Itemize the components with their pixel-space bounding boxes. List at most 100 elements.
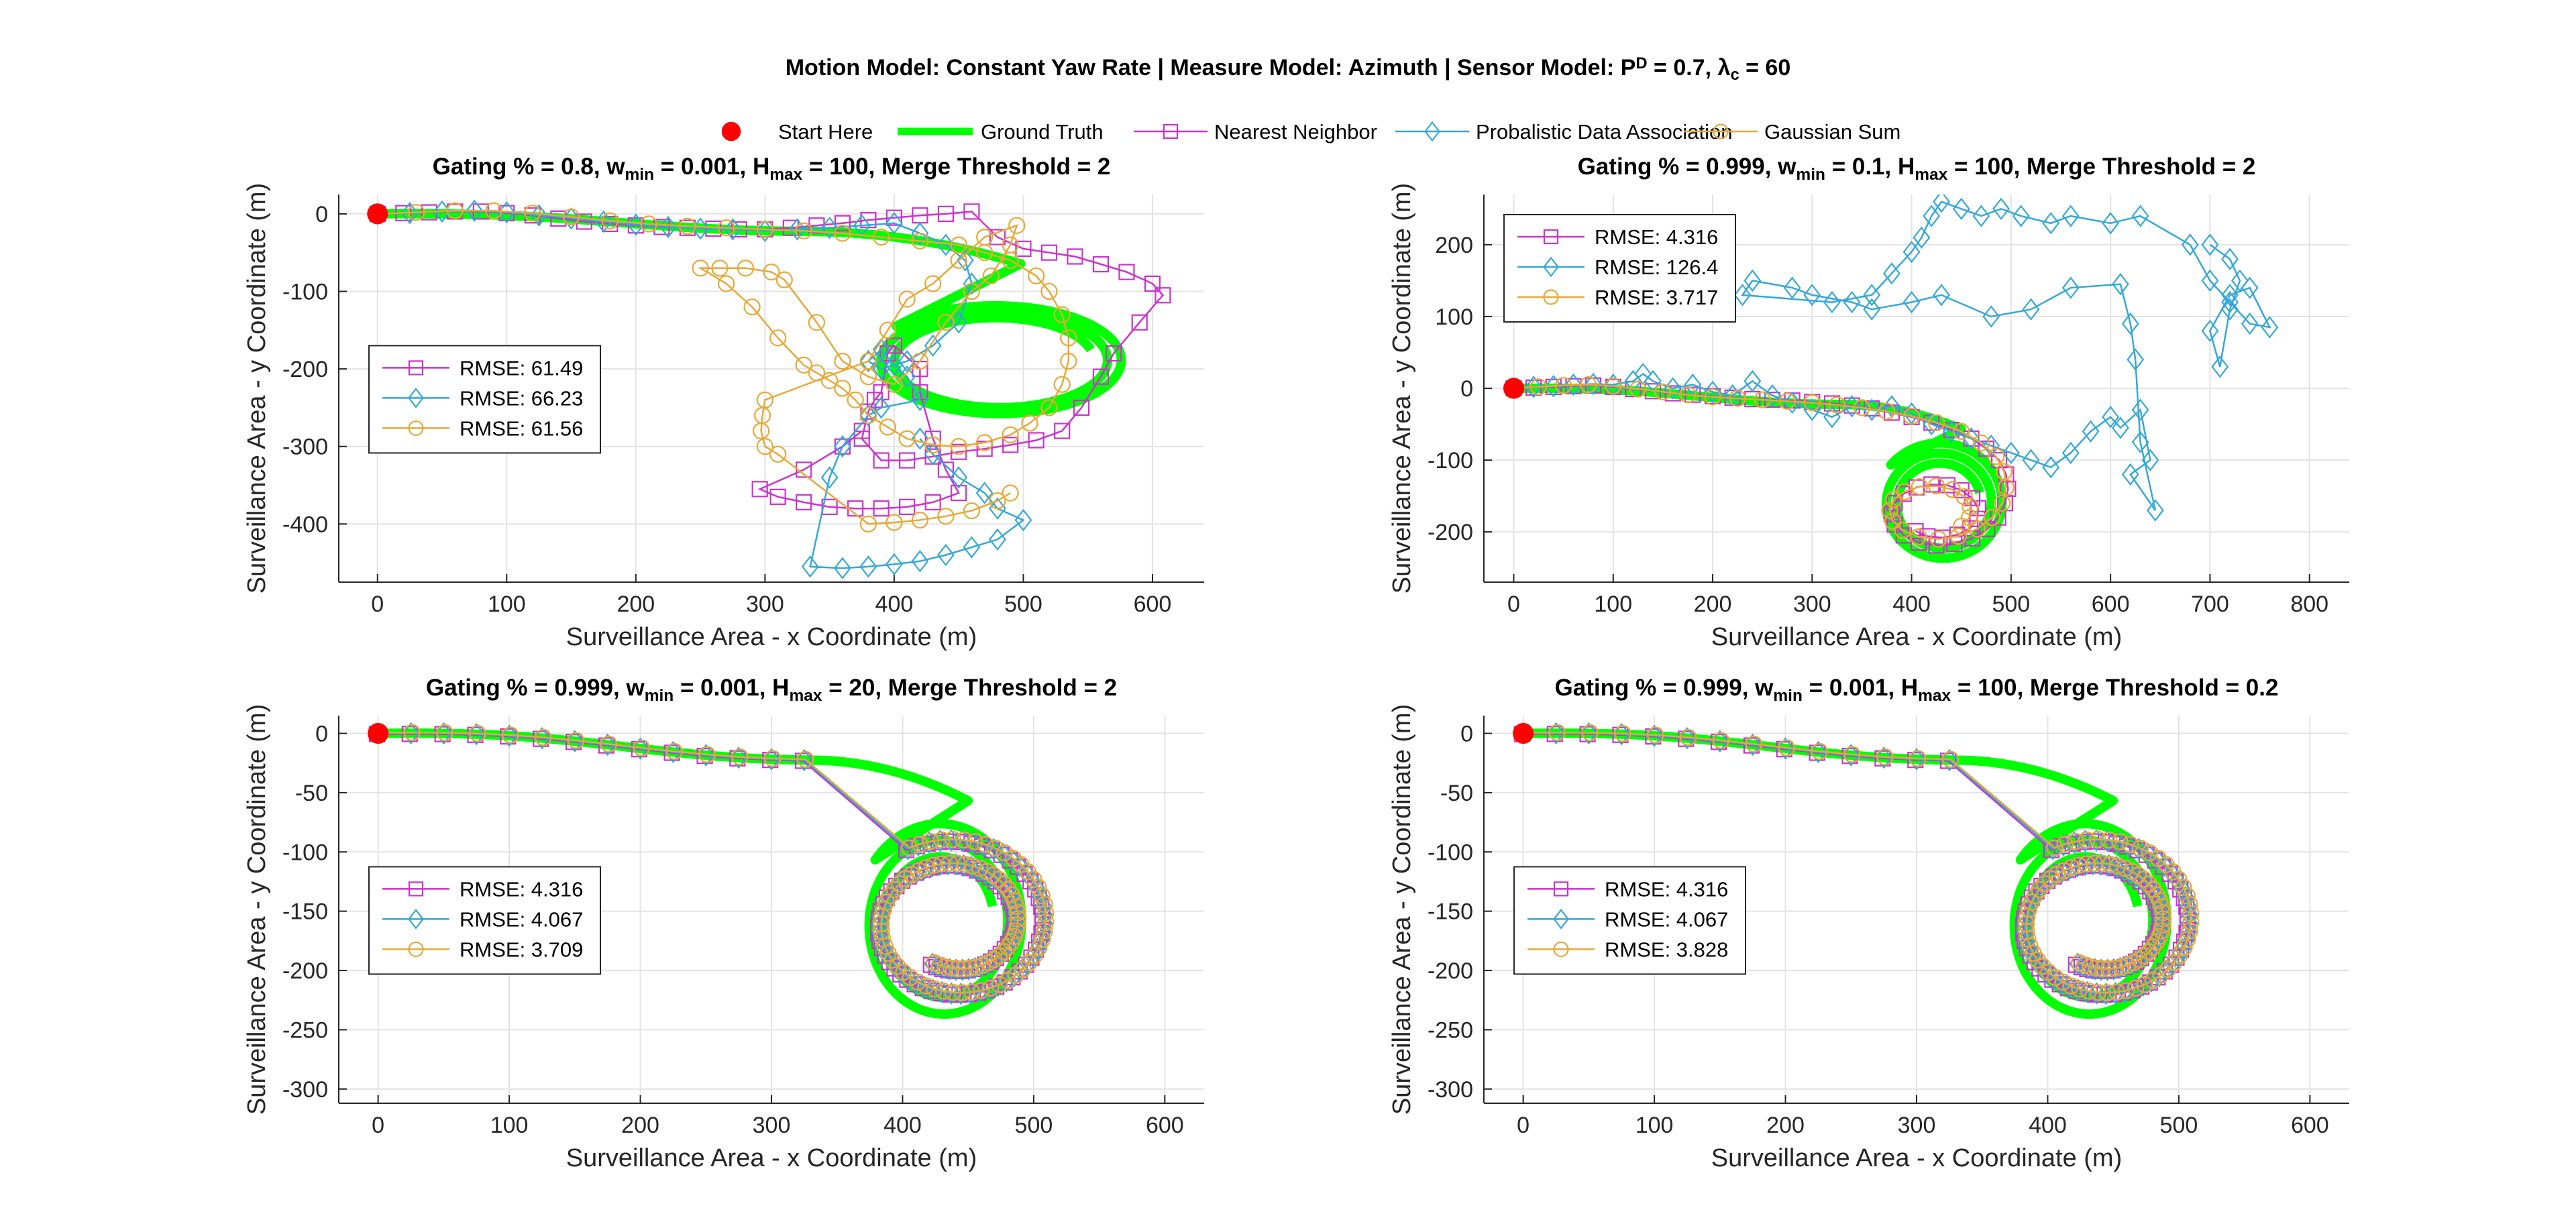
x-tick-label: 100 [1594,592,1632,617]
data-point [859,349,877,373]
y-tick-label: 200 [1435,233,1473,258]
y-tick-label: -150 [1428,899,1473,925]
y-tick-label: 100 [1435,304,1473,330]
data-point [1992,197,2010,221]
data-point [1972,205,1990,227]
data-point [1764,384,1781,407]
data-point [769,488,786,505]
data-point [1021,414,1038,432]
data-point [1923,205,1941,227]
data-point [1025,871,1042,888]
data-point [924,436,942,454]
data-point [1020,954,1038,972]
data-point [951,443,967,460]
data-point [976,434,994,451]
data-point [1040,399,1058,416]
data-point [1952,197,1970,221]
data-point [2127,979,2145,997]
legend-box [368,345,601,454]
data-point [911,232,929,250]
data-point [1953,517,1970,535]
data-point [600,735,618,753]
data-point [1823,290,1841,314]
y-tick-label: -300 [282,435,328,460]
data-point [1028,267,1045,285]
data-point [400,202,419,225]
data-point [1929,530,1947,548]
data-point [951,484,967,502]
data-point [2211,355,2229,378]
legend-box [368,866,601,975]
data-point [2040,964,2057,981]
data-point [2201,269,2219,292]
data-point [2182,913,2200,931]
data-point [937,205,955,222]
x-tick-label: 300 [753,1113,791,1138]
data-point [2002,441,2020,464]
data-point [911,388,929,411]
data-point [2121,836,2139,853]
data-point [1679,386,1697,404]
data-point [435,722,453,745]
data-point [2221,298,2239,321]
data-point [961,959,979,977]
data-point [782,219,799,236]
data-point [1060,329,1077,347]
data-point [2106,959,2124,977]
data-point [1875,746,1893,769]
start-point [367,203,388,225]
top-legend-label: Ground Truth [981,120,1104,144]
data-point [530,204,548,227]
x-tick-label: 300 [746,592,784,617]
diamond-marker-icon [408,909,424,930]
data-point [1803,394,1821,412]
data-point [763,263,780,281]
data-point [924,334,942,357]
x-tick-label: 0 [371,592,384,617]
data-point [743,298,761,316]
data-point [808,314,826,331]
data-point [436,724,453,742]
data-point [1908,748,1925,771]
data-point [2131,205,2149,227]
data-point [1776,737,1794,760]
series-circle [1515,724,2200,1001]
data-point [1949,527,1967,545]
x-tick-label: 500 [1015,1113,1053,1138]
data-point [751,481,768,498]
data-point [2100,831,2118,849]
data-point [1014,508,1032,532]
data-point [1863,298,1881,321]
y-tick-label: 0 [315,202,328,227]
data-point [502,726,519,744]
y-tick-label: -200 [1428,958,1473,984]
y-tick-label: 0 [1460,722,1473,747]
data-point [986,839,1004,857]
data-point [724,218,742,241]
data-point [1525,376,1543,398]
y-tick-label: -200 [282,357,328,382]
x-tick-label: 800 [2290,592,2328,617]
data-point [1911,478,1929,496]
data-point [2135,871,2153,888]
data-point [567,732,585,749]
data-point [1654,383,1672,401]
data-point [2201,233,2219,256]
data-point [711,260,729,277]
data-point [975,482,994,504]
data-point [2061,276,2080,299]
data-point [1131,314,1148,331]
data-point [2154,904,2171,921]
data-point [963,272,981,295]
data-point [968,958,985,976]
data-point [889,958,906,975]
data-point [1092,256,1110,273]
x-tick-label: 600 [2291,1113,2329,1138]
axes-root: 0 100 200 300 400 500 600 0 -100 -200 -300 -400 Gati… [243,154,2349,1172]
data-point [820,466,839,489]
data-point [879,418,896,436]
data-point [1754,391,1771,408]
data-point [820,372,839,390]
data-point [872,396,890,419]
diamond-marker-icon [1424,121,1440,142]
